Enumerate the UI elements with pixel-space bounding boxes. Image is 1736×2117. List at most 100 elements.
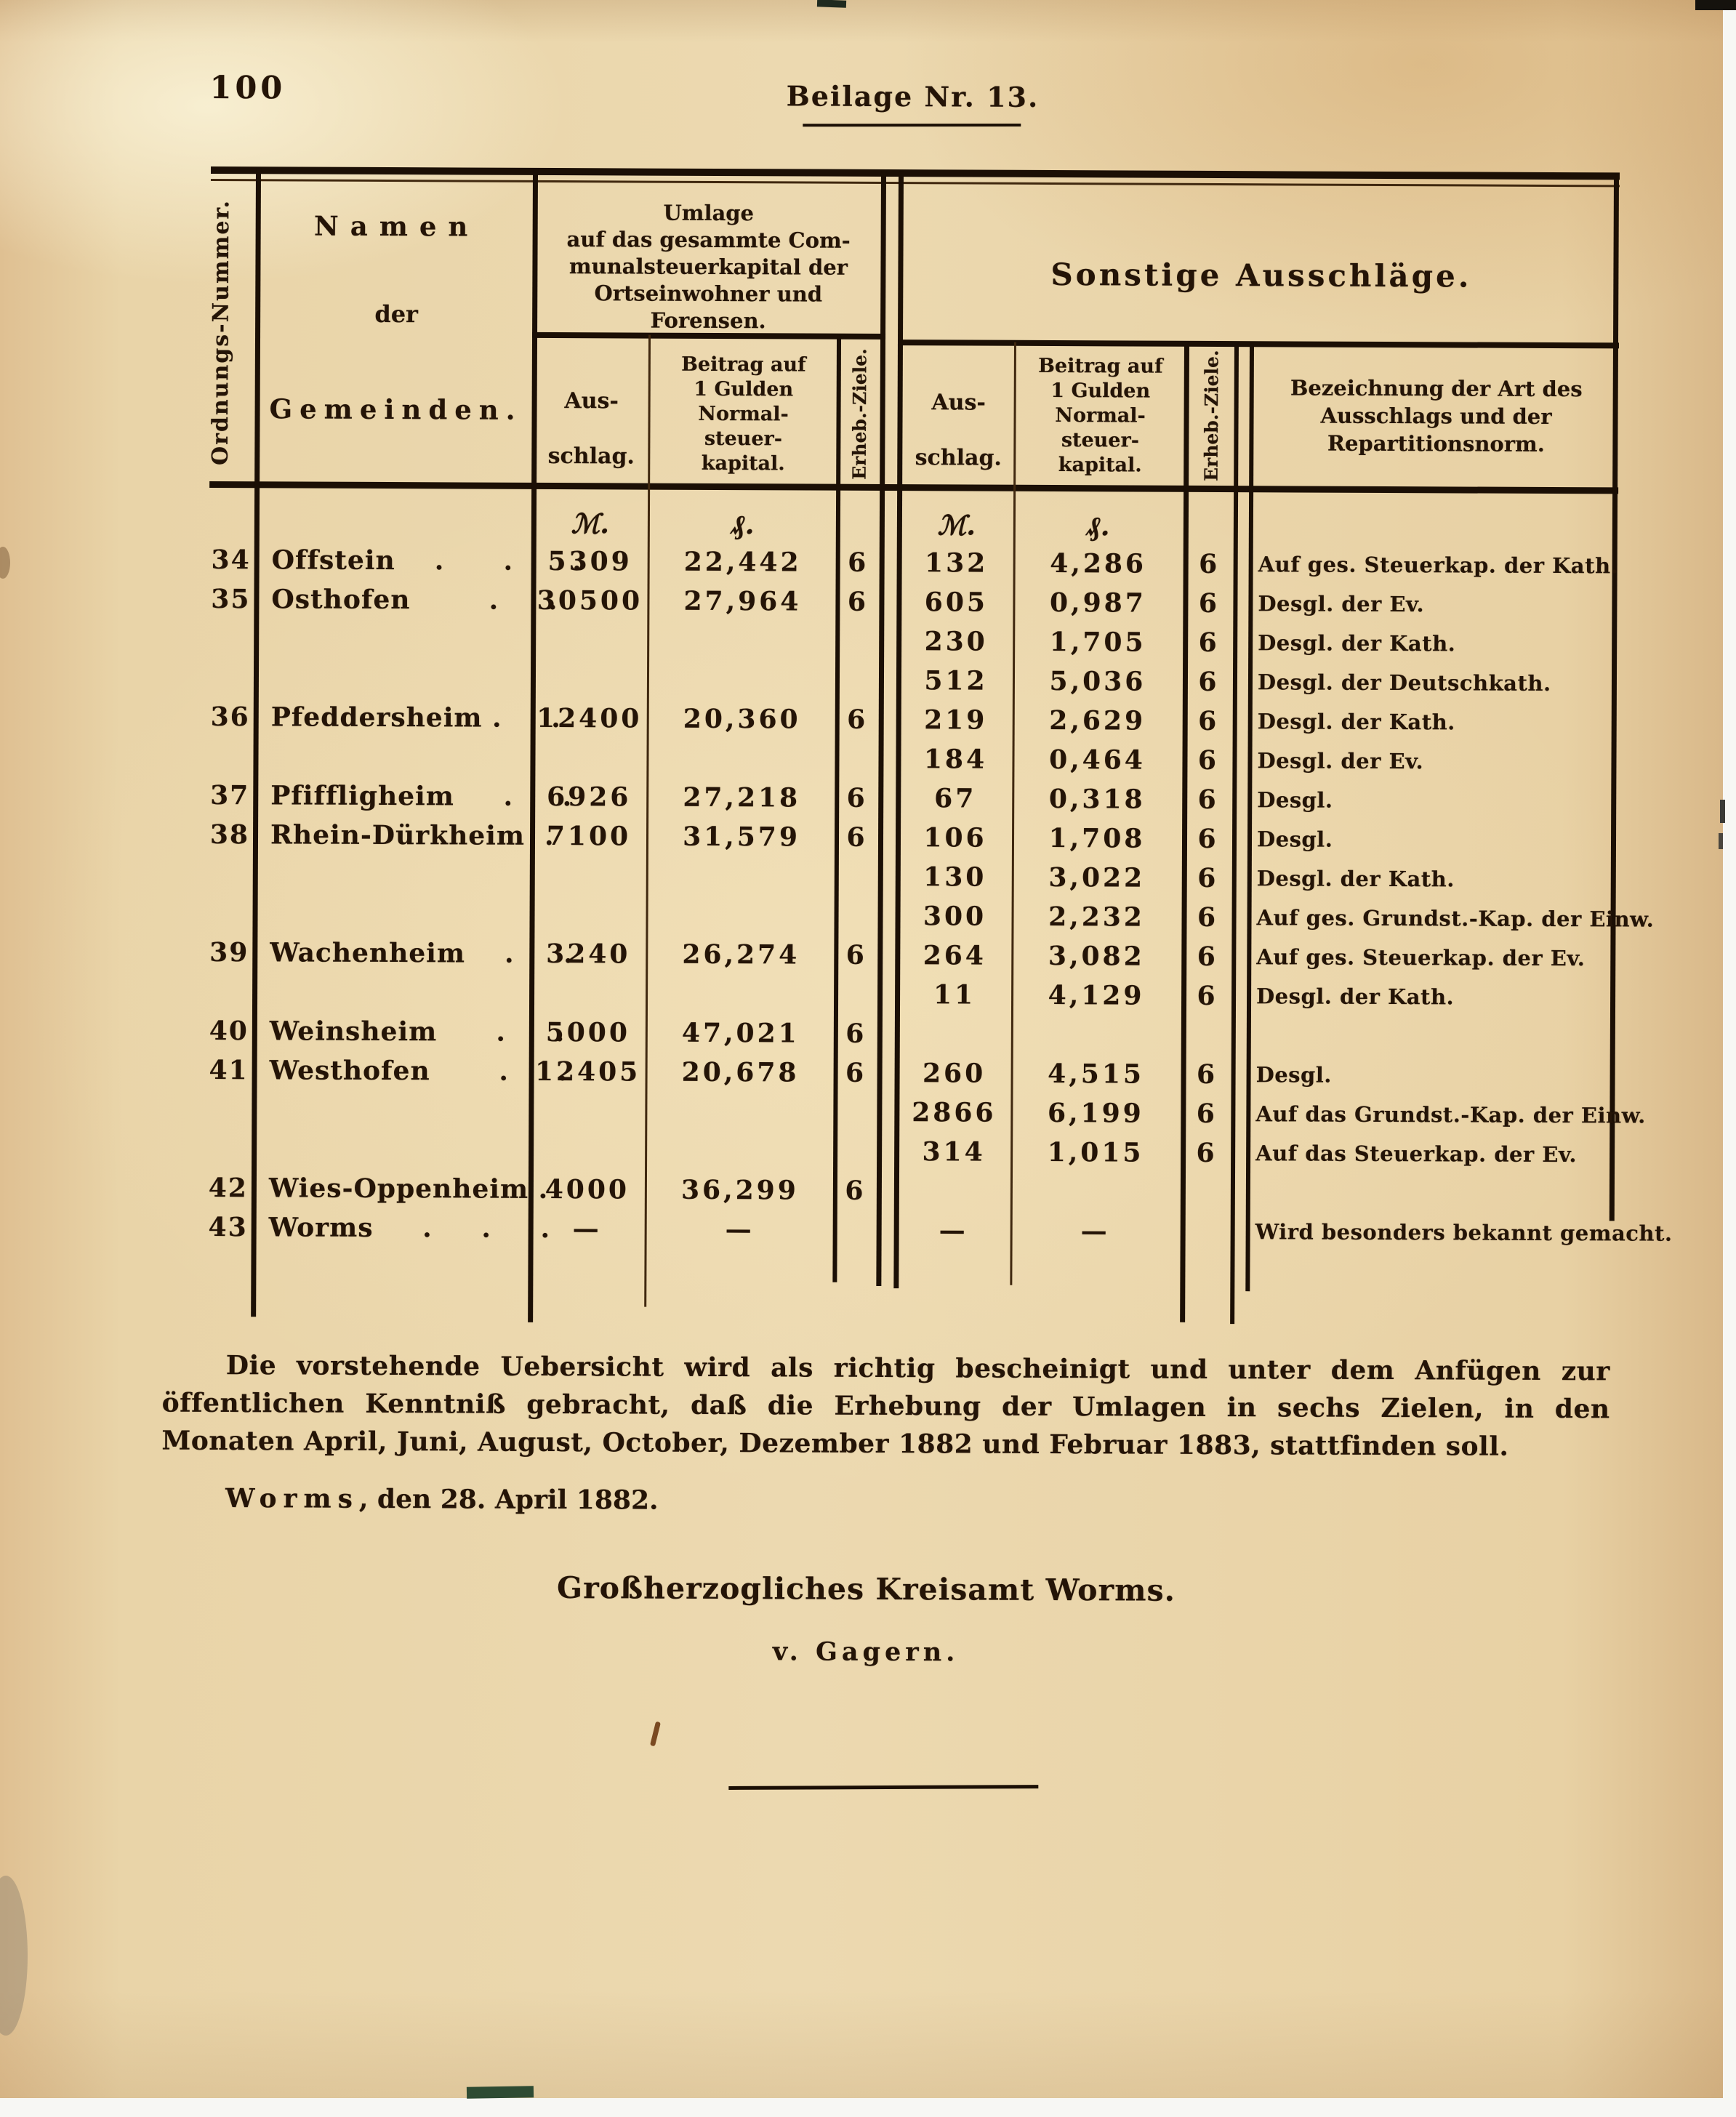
cell-gemeinde-name: Offstein . . . <box>271 545 582 577</box>
cell-ausschlag-left: 5309 <box>547 545 632 577</box>
cell-ordnungsnummer: 41 <box>209 1054 249 1086</box>
cell-gemeinde-name: Wies-Oppenheim . <box>268 1173 549 1205</box>
corner-mark-top-right <box>1695 0 1736 10</box>
table-top-rule-thick <box>211 166 1620 180</box>
column-header-ordnungsnummer: Ordnungs-Nummer. <box>207 198 235 466</box>
cell-ausschlag-left <box>532 1130 643 1131</box>
cell-erheb-ziele-right: 6 <box>1198 587 1221 619</box>
cell-ausschlag-left <box>534 620 645 621</box>
cell-ausschlag-right: 260 <box>922 1058 986 1089</box>
page-title: Beilage Nr. 13. <box>786 79 1040 113</box>
cell-beitrag-right: 5,036 <box>1049 665 1146 697</box>
namen-line-3: Gemeinden. <box>269 393 523 426</box>
cell-ausschlag-left <box>533 1091 643 1092</box>
cell-erheb-ziele-left: 6 <box>845 1018 867 1049</box>
edge-mark-bottom <box>466 2086 534 2099</box>
edge-mark-right-1 <box>1720 800 1725 823</box>
cell-beitrag-right: 6,199 <box>1047 1097 1144 1129</box>
cell-bezeichnung: Auf das Grundst.-Kap. der Einw. <box>1255 1101 1646 1128</box>
cell-ausschlag-right: — <box>939 1215 968 1246</box>
cell-ausschlag-left: 7100 <box>546 820 632 852</box>
group-header-sonstige: Sonstige Ausschläge. <box>1050 256 1472 294</box>
cell-erheb-ziele-left: 6 <box>847 704 869 735</box>
cell-bezeichnung: Desgl. der Kath. <box>1258 630 1456 656</box>
cell-erheb-ziele-right: 6 <box>1198 666 1220 698</box>
cell-bezeichnung: Auf ges. Grundst.-Kap. der Einw. <box>1256 905 1655 932</box>
cell-ordnungsnummer: 43 <box>208 1211 248 1243</box>
cell-beitrag-right: 2,629 <box>1049 704 1146 736</box>
certification-paragraph: Die vorstehende Uebersicht wird als rich… <box>161 1350 1610 1462</box>
cell-gemeinde-name: Weinsheim . . <box>269 1016 566 1048</box>
cell-ausschlag-right: 264 <box>923 940 986 971</box>
footer-rule <box>728 1785 1039 1790</box>
cell-beitrag-left <box>651 621 834 622</box>
cell-bezeichnung: Auf ges. Steuerkap. der Kath. <box>1258 552 1619 579</box>
stain-left-edge <box>0 547 10 579</box>
cell-beitrag-right <box>1013 1172 1178 1173</box>
cell-erheb-ziele-left: 6 <box>845 1175 867 1206</box>
cell-beitrag-right: 4,286 <box>1050 547 1147 579</box>
cell-ausschlag-left: 3240 <box>546 938 631 970</box>
cell-beitrag-left: — <box>725 1214 755 1245</box>
cell-ausschlag-left: 5000 <box>545 1016 631 1048</box>
cell-beitrag-left <box>649 974 832 975</box>
cell-bezeichnung: Desgl. der Ev. <box>1257 748 1424 774</box>
cell-erheb-ziele-right: 6 <box>1197 941 1218 973</box>
column-header-ausschlag-right: Aus- schlag. <box>915 390 1002 471</box>
cell-bezeichnung: Desgl. der Kath. <box>1257 709 1455 735</box>
cell-ordnungsnummer: 37 <box>210 779 250 811</box>
cell-beitrag-left: 36,299 <box>680 1174 799 1206</box>
cell-ordnungsnummer: 34 <box>211 544 251 576</box>
cell-ausschlag-right: 314 <box>922 1136 986 1168</box>
unit-pfennig-right: ₰. <box>1087 510 1110 542</box>
cell-erheb-ziele-right: 6 <box>1197 862 1219 894</box>
cell-beitrag-right: 4,515 <box>1048 1058 1145 1090</box>
cell-erheb-ziele-right: 6 <box>1197 784 1219 816</box>
cell-ordnungsnummer: 39 <box>209 936 249 968</box>
cell-ausschlag-right: 67 <box>934 783 977 814</box>
cell-erheb-ziele-right: 6 <box>1198 705 1220 737</box>
cell-ordnungsnummer: 36 <box>210 701 250 733</box>
cell-beitrag-right <box>1014 1015 1178 1016</box>
cell-gemeinde-name: Wachenheim . . <box>270 937 574 970</box>
namen-line-1: Namen <box>313 209 480 243</box>
namen-line-2: der <box>374 300 419 329</box>
cell-gemeinde-name: Pfeddersheim . . <box>270 702 561 734</box>
cell-erheb-ziele-right: 6 <box>1196 1098 1218 1130</box>
cell-beitrag-left: 20,360 <box>683 703 801 735</box>
cell-beitrag-right: 0,318 <box>1048 783 1146 815</box>
cell-ausschlag-right: 219 <box>924 704 988 736</box>
cell-ausschlag-left: 30500 <box>537 585 643 616</box>
cell-erheb-ziele-left: 6 <box>848 547 869 578</box>
edge-mark-top <box>816 0 847 8</box>
cell-bezeichnung: Desgl. der Ev. <box>1258 591 1425 617</box>
cell-beitrag-left: 26,274 <box>682 939 800 971</box>
cell-ausschlag-left: 4000 <box>544 1173 630 1205</box>
cell-beitrag-left <box>650 856 833 857</box>
cell-ausschlag-left <box>533 973 643 974</box>
cell-erheb-ziele-right: 6 <box>1196 1058 1218 1090</box>
cell-beitrag-right: 2,232 <box>1048 901 1146 933</box>
cell-ausschlag-right: 605 <box>924 587 989 618</box>
cell-erheb-ziele-right: 6 <box>1196 1137 1218 1169</box>
cell-beitrag-left: 47,021 <box>681 1017 800 1049</box>
cell-erheb-ziele-right: 6 <box>1197 980 1218 1012</box>
table-rows: 34 Offstein . . . 5309 22,442 6 132 4,28… <box>1 0 1736 1246</box>
edge-mark-right-2 <box>1719 833 1723 849</box>
cell-beitrag-right: 0,464 <box>1049 744 1146 776</box>
cell-erheb-ziele-left: 6 <box>845 939 867 971</box>
cell-gemeinde-name: Worms . . . <box>268 1212 551 1245</box>
column-header-erheb-left: Erheb.-Ziele. <box>848 348 871 481</box>
table-top-rule-thin <box>210 178 1620 188</box>
title-underline <box>803 124 1021 127</box>
cell-gemeinde-name: Pfiffligheim . . <box>270 780 573 813</box>
cell-ordnungsnummer: 35 <box>211 583 251 615</box>
cell-erheb-ziele-left: 6 <box>847 586 869 617</box>
cell-beitrag-right: — <box>1080 1216 1110 1247</box>
cell-bezeichnung: Desgl. der Kath. <box>1256 866 1455 892</box>
cell-erheb-ziele-right: 6 <box>1197 901 1219 933</box>
cell-ausschlag-right <box>899 1171 1008 1172</box>
cell-beitrag-left <box>648 1131 832 1132</box>
scan-margin-bottom <box>0 2098 1736 2117</box>
